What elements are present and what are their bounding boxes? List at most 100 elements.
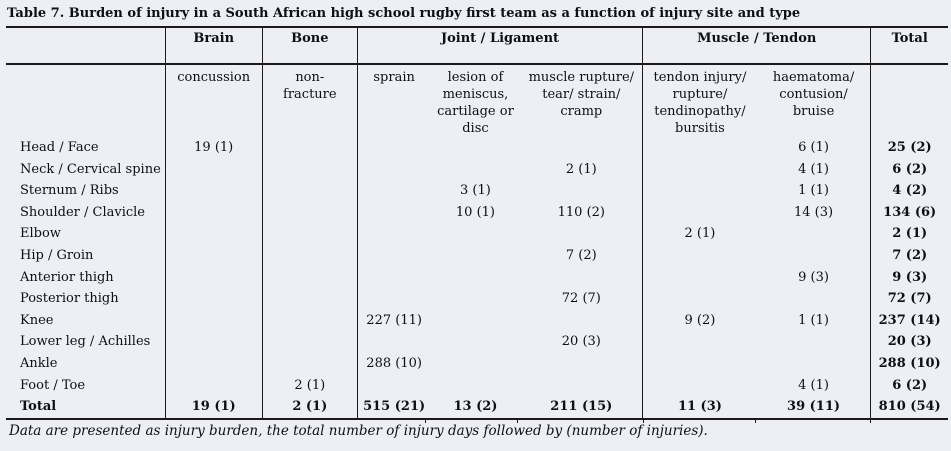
cell-lesion xyxy=(430,331,520,353)
row-label: Posterior thigh xyxy=(20,291,119,307)
table-row: Neck / Cervical spine 2 (1) 4 (1) 6 (2) xyxy=(6,158,948,181)
group-header-row: Brain Bone Joint / Ligament Muscle / Ten… xyxy=(6,27,948,65)
cell-tendon: 2 (1) xyxy=(642,223,757,245)
cell-bone xyxy=(261,223,358,245)
cell-sprain xyxy=(356,137,431,159)
cell-total: 20 (3) xyxy=(870,331,948,353)
row-label: Total xyxy=(20,399,57,415)
sub-header-concussion: concussion xyxy=(164,64,263,137)
table-row: Ankle 288 (10) 288 (10) xyxy=(6,352,948,375)
cell-haematoma xyxy=(757,353,871,375)
table-row: Elbow 2 (1) 2 (1) xyxy=(6,223,948,245)
cell-tendon xyxy=(642,180,757,202)
row-label: Sternum / Ribs xyxy=(20,183,119,199)
sub-header-muscle-rupture: muscle rupture/ tear/ strain/ cramp xyxy=(528,70,635,119)
table-gridline-remnant xyxy=(517,418,518,423)
table-row: Posterior thigh 72 (7) 72 (7) xyxy=(6,288,948,310)
cell-muscle-rupture xyxy=(521,375,643,397)
cell-haematoma: 39 (11) xyxy=(787,399,841,415)
cell-total: 810 (54) xyxy=(870,396,948,419)
cell-total: 6 (2) xyxy=(870,158,948,181)
cell-brain xyxy=(164,309,263,332)
cell-lesion xyxy=(430,310,520,332)
cell-bone xyxy=(261,244,358,267)
cell-lesion: 10 (1) xyxy=(455,204,495,220)
row-label: Knee xyxy=(20,312,54,328)
cell-sprain xyxy=(356,244,431,267)
cell-brain xyxy=(164,201,263,224)
cell-haematoma: 4 (1) xyxy=(798,377,829,393)
cell-tendon: 9 (2) xyxy=(642,309,757,332)
group-header-joint-ligament: Joint / Ligament xyxy=(356,27,643,65)
cell-bone xyxy=(261,309,358,332)
corner-cell xyxy=(6,27,166,65)
cell-total: 2 (1) xyxy=(870,223,948,245)
table-row: Foot / Toe 2 (1) 4 (1) 6 (2) xyxy=(6,374,948,397)
table-row: Shoulder / Clavicle 10 (1) 110 (2) 14 (3) 13… xyxy=(6,201,948,224)
cell-brain xyxy=(164,180,263,202)
row-label: Ankle xyxy=(20,355,58,371)
cell-sprain: 227 (11) xyxy=(356,309,431,332)
row-label: Head / Face xyxy=(20,140,99,155)
cell-lesion xyxy=(430,267,520,289)
cell-haematoma xyxy=(757,331,871,353)
cell-muscle-rupture: 20 (3) xyxy=(561,334,601,350)
cell-muscle-rupture: 2 (1) xyxy=(565,161,597,177)
table-row: Hip / Groin 7 (2) 7 (2) xyxy=(6,244,948,267)
cell-haematoma xyxy=(757,223,871,245)
table-footnote: Data are presented as injury burden, the… xyxy=(9,423,708,439)
cell-tendon xyxy=(642,244,757,267)
cell-brain xyxy=(164,223,263,245)
table-row: Head / Face 19 (1) 6 (1) 25 (2) xyxy=(6,137,948,159)
table-row: Sternum / Ribs 3 (1) 1 (1) 4 (2) xyxy=(6,180,948,202)
cell-tendon xyxy=(642,288,757,310)
cell-tendon xyxy=(642,374,757,397)
cell-brain xyxy=(164,158,263,181)
cell-tendon xyxy=(642,158,757,181)
row-label: Lower leg / Achilles xyxy=(20,334,151,350)
sub-header-tendon-injury: tendon injury/ rupture/ tendinopathy/ bu… xyxy=(642,64,757,137)
cell-haematoma xyxy=(757,288,871,310)
row-label: Shoulder / Clavicle xyxy=(20,204,145,220)
cell-bone xyxy=(261,331,358,353)
cell-muscle-rupture xyxy=(521,267,643,289)
cell-bone xyxy=(261,137,358,159)
cell-tendon xyxy=(642,331,757,353)
cell-muscle-rupture xyxy=(521,223,643,245)
cell-total: 134 (6) xyxy=(870,201,948,224)
cell-bone xyxy=(261,266,358,289)
table-row: Anterior thigh 9 (3) 9 (3) xyxy=(6,266,948,289)
table-row: Lower leg / Achilles 20 (3) 20 (3) xyxy=(6,331,948,353)
cell-tendon xyxy=(642,352,757,375)
row-label: Foot / Toe xyxy=(20,377,86,393)
row-label: Elbow xyxy=(20,226,61,242)
cell-lesion xyxy=(430,223,520,245)
cell-muscle-rupture: 72 (7) xyxy=(561,291,601,307)
cell-haematoma: 1 (1) xyxy=(798,183,829,199)
cell-brain xyxy=(164,266,263,289)
cell-total: 6 (2) xyxy=(870,374,948,397)
cell-brain xyxy=(164,288,263,310)
cell-sprain xyxy=(356,158,431,181)
cell-total: 9 (3) xyxy=(870,266,948,289)
cell-sprain xyxy=(356,180,431,202)
cell-lesion xyxy=(430,375,520,397)
cell-brain xyxy=(164,352,263,375)
cell-lesion: 13 (2) xyxy=(453,399,498,415)
group-header-total: Total xyxy=(870,27,948,65)
sub-header-non-fracture: non-fracture xyxy=(261,64,358,137)
cell-total: 72 (7) xyxy=(870,288,948,310)
row-label: Anterior thigh xyxy=(20,269,114,285)
cell-haematoma: 9 (3) xyxy=(798,269,829,285)
cell-bone xyxy=(261,180,358,202)
cell-muscle-rupture xyxy=(521,310,643,332)
cell-brain: 19 (1) xyxy=(164,396,263,419)
cell-sprain xyxy=(356,201,431,224)
table-body: Head / Face 19 (1) 6 (1) 25 (2) Neck / Cervi… xyxy=(6,137,948,419)
cell-total: 7 (2) xyxy=(870,244,948,267)
cell-muscle-rupture: 211 (15) xyxy=(550,399,613,415)
cell-sprain xyxy=(356,288,431,310)
cell-brain xyxy=(164,374,263,397)
injury-burden-table: Brain Bone Joint / Ligament Muscle / Ten… xyxy=(6,26,948,420)
